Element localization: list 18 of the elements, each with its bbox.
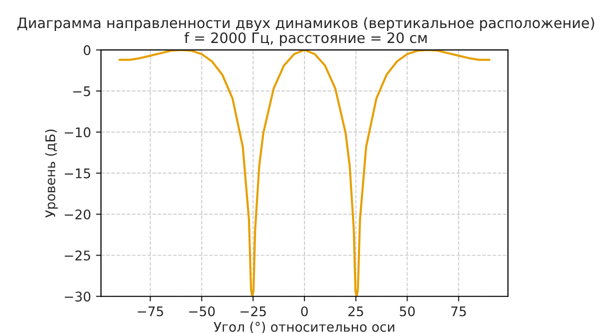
x-tick-label: 0 xyxy=(301,306,308,316)
y-tick-label: −10 xyxy=(64,127,90,138)
x-tick-label: −50 xyxy=(189,306,215,316)
y-tick-label: −25 xyxy=(64,250,90,260)
x-tick-label: 25 xyxy=(348,306,364,316)
y-tick-label: −5 xyxy=(73,86,90,96)
x-tick-label: −25 xyxy=(240,306,266,316)
y-tick-label: −20 xyxy=(64,209,90,220)
x-tick-label: −75 xyxy=(138,306,164,316)
y-tick-label: −30 xyxy=(64,292,90,302)
y-tick-label: −15 xyxy=(64,168,90,178)
y-tick-label: 0 xyxy=(84,45,90,56)
y-axis-title: Уровень (дБ) xyxy=(45,130,58,218)
x-axis-title: Угол (°) относительно оси xyxy=(214,322,394,333)
x-tick-label: 50 xyxy=(400,306,415,316)
line-series xyxy=(118,50,491,296)
chart-title: Диаграмма направленности двух динамиков (вертикальное расположение) f = 2000 Гц, расстояние = 20 см xyxy=(17,17,594,46)
x-tick-label: 75 xyxy=(451,306,466,316)
